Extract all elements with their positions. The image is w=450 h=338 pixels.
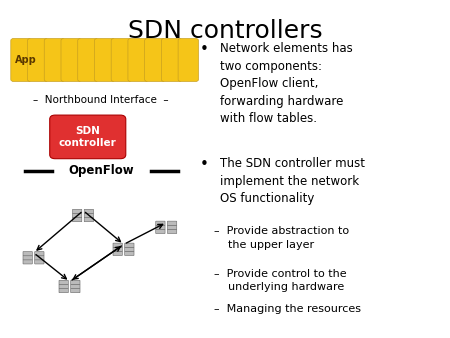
FancyBboxPatch shape <box>35 251 44 256</box>
FancyBboxPatch shape <box>156 221 165 225</box>
FancyBboxPatch shape <box>50 115 126 159</box>
Text: –  Managing the resources: – Managing the resources <box>214 304 361 314</box>
Text: SDN controllers: SDN controllers <box>128 19 322 43</box>
FancyBboxPatch shape <box>27 39 48 81</box>
FancyBboxPatch shape <box>72 213 82 218</box>
FancyBboxPatch shape <box>84 209 94 214</box>
FancyBboxPatch shape <box>113 243 122 247</box>
FancyBboxPatch shape <box>71 288 80 293</box>
FancyBboxPatch shape <box>78 39 98 81</box>
Text: –  Provide control to the
    underlying hardware: – Provide control to the underlying hard… <box>214 269 346 292</box>
FancyBboxPatch shape <box>44 39 65 81</box>
Text: The SDN controller must
implement the network
OS functionality: The SDN controller must implement the ne… <box>220 157 365 205</box>
FancyBboxPatch shape <box>162 39 182 81</box>
Text: OpenFlow: OpenFlow <box>68 164 134 177</box>
FancyBboxPatch shape <box>59 284 68 289</box>
FancyBboxPatch shape <box>35 256 44 260</box>
FancyBboxPatch shape <box>113 247 122 251</box>
Text: •: • <box>200 157 209 172</box>
FancyBboxPatch shape <box>144 39 165 81</box>
FancyBboxPatch shape <box>125 243 134 247</box>
FancyBboxPatch shape <box>71 284 80 289</box>
FancyBboxPatch shape <box>156 229 165 234</box>
FancyBboxPatch shape <box>125 247 134 251</box>
Text: –  Provide abstraction to
    the upper layer: – Provide abstraction to the upper layer <box>214 226 349 250</box>
FancyBboxPatch shape <box>178 39 198 81</box>
FancyBboxPatch shape <box>167 229 177 234</box>
FancyBboxPatch shape <box>167 221 177 225</box>
FancyBboxPatch shape <box>167 225 177 230</box>
FancyBboxPatch shape <box>156 225 165 230</box>
FancyBboxPatch shape <box>11 39 31 81</box>
Text: •: • <box>200 42 209 57</box>
FancyBboxPatch shape <box>84 213 94 218</box>
Text: –  Northbound Interface  –: – Northbound Interface – <box>33 95 169 105</box>
FancyBboxPatch shape <box>59 280 68 285</box>
FancyBboxPatch shape <box>125 251 134 256</box>
FancyBboxPatch shape <box>59 288 68 293</box>
FancyBboxPatch shape <box>94 39 115 81</box>
FancyBboxPatch shape <box>72 217 82 222</box>
FancyBboxPatch shape <box>72 209 82 214</box>
FancyBboxPatch shape <box>71 280 80 285</box>
FancyBboxPatch shape <box>23 251 32 256</box>
Text: SDN
controller: SDN controller <box>59 126 117 148</box>
FancyBboxPatch shape <box>35 260 44 264</box>
FancyBboxPatch shape <box>61 39 81 81</box>
FancyBboxPatch shape <box>128 39 148 81</box>
FancyBboxPatch shape <box>23 260 32 264</box>
Text: App: App <box>15 55 37 65</box>
Text: Network elements has
two components:
OpenFlow client,
forwarding hardware
with f: Network elements has two components: Ope… <box>220 42 353 125</box>
FancyBboxPatch shape <box>84 217 94 222</box>
FancyBboxPatch shape <box>113 251 122 256</box>
FancyBboxPatch shape <box>111 39 131 81</box>
FancyBboxPatch shape <box>23 256 32 260</box>
